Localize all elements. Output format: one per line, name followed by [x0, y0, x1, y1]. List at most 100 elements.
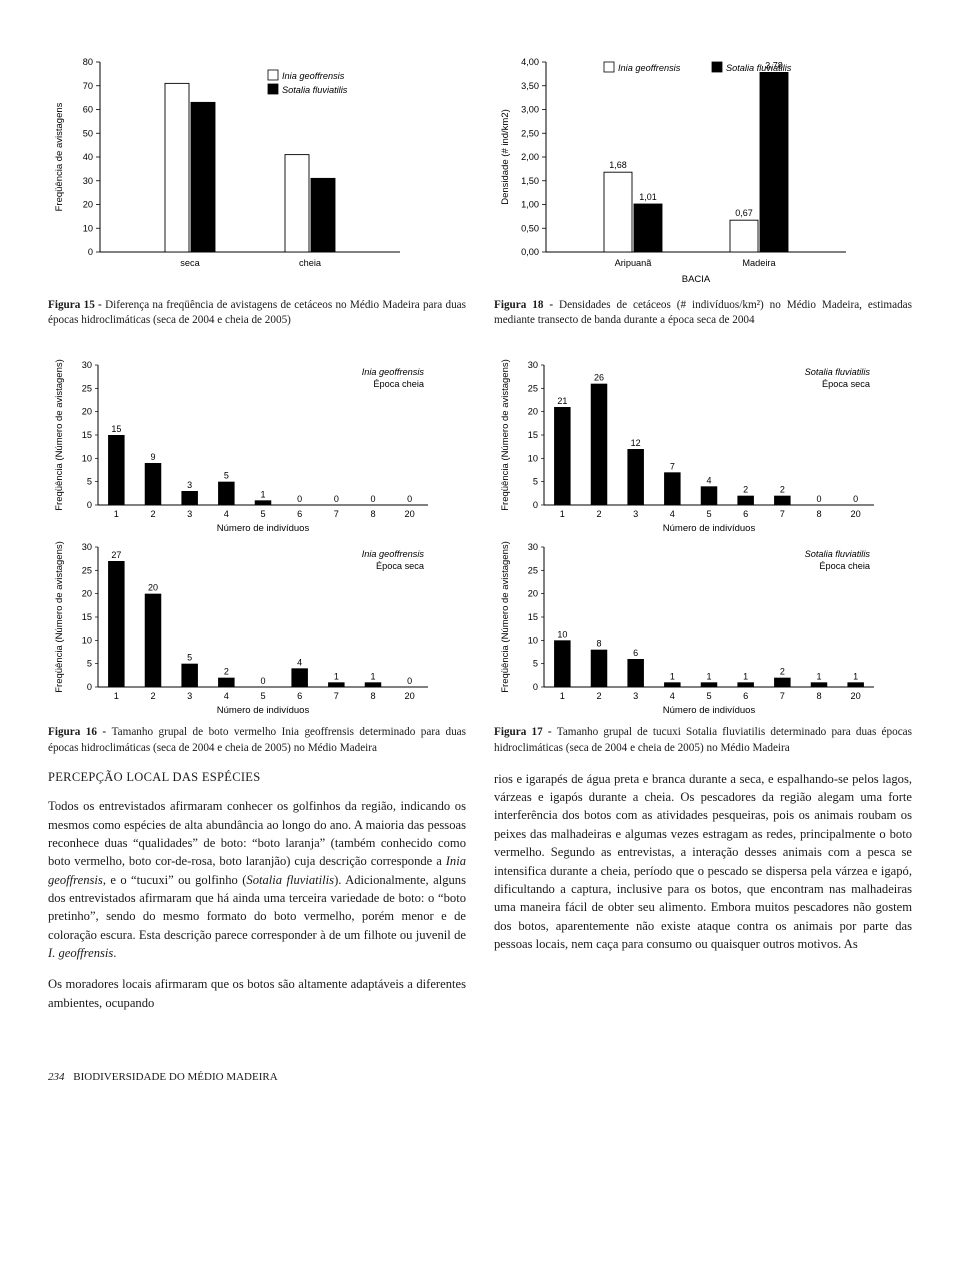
svg-text:3,00: 3,00 [521, 105, 539, 115]
svg-text:2: 2 [743, 485, 748, 495]
svg-text:2: 2 [596, 509, 601, 519]
svg-text:30: 30 [82, 542, 92, 552]
svg-text:5: 5 [87, 659, 92, 669]
svg-text:20: 20 [83, 200, 93, 210]
svg-text:3,50: 3,50 [521, 81, 539, 91]
svg-text:0: 0 [260, 676, 265, 686]
svg-text:Freqüência (Número de avistage: Freqüência (Número de avistagens) [54, 360, 65, 512]
svg-text:Inia geoffrensis: Inia geoffrensis [362, 367, 425, 377]
svg-text:30: 30 [82, 360, 92, 370]
svg-text:6: 6 [297, 691, 302, 701]
figure-15: 01020304050607080Freqüência de avistagen… [48, 48, 466, 339]
svg-text:26: 26 [594, 373, 604, 383]
svg-text:15: 15 [528, 430, 538, 440]
svg-text:8: 8 [816, 509, 821, 519]
svg-text:27: 27 [111, 550, 121, 560]
svg-text:10: 10 [82, 454, 92, 464]
svg-text:2: 2 [224, 667, 229, 677]
figure-16: 051015202530Freqüência (Número de avista… [48, 357, 466, 755]
svg-text:20: 20 [528, 407, 538, 417]
svg-text:30: 30 [528, 360, 538, 370]
svg-text:1: 1 [370, 672, 375, 682]
running-title: BIODIVERSIDADE DO MÉDIO MADEIRA [73, 1071, 277, 1083]
svg-text:3: 3 [187, 509, 192, 519]
svg-text:10: 10 [528, 636, 538, 646]
svg-text:5: 5 [260, 691, 265, 701]
svg-text:10: 10 [83, 223, 93, 233]
svg-text:1: 1 [853, 672, 858, 682]
svg-text:2: 2 [150, 509, 155, 519]
svg-text:Inia geoffrensis: Inia geoffrensis [618, 63, 681, 73]
svg-text:8: 8 [816, 691, 821, 701]
svg-text:0: 0 [87, 500, 92, 510]
svg-text:0: 0 [334, 494, 339, 504]
svg-text:7: 7 [670, 462, 675, 472]
svg-text:4: 4 [224, 691, 229, 701]
svg-text:Freqüência (Número de avistage: Freqüência (Número de avistagens) [500, 360, 511, 512]
svg-text:1: 1 [114, 691, 119, 701]
svg-text:8: 8 [370, 509, 375, 519]
body-paragraph: rios e igarapés de água preta e branca d… [494, 770, 912, 954]
svg-text:0: 0 [407, 676, 412, 686]
svg-text:7: 7 [780, 509, 785, 519]
svg-text:5: 5 [706, 691, 711, 701]
svg-text:Sotalia fluviatilis: Sotalia fluviatilis [726, 63, 792, 73]
svg-text:21: 21 [557, 396, 567, 406]
svg-text:Freqüência (Número de avistage: Freqüência (Número de avistagens) [54, 542, 65, 694]
svg-text:1,00: 1,00 [521, 200, 539, 210]
page-number: 234 [48, 1071, 65, 1083]
svg-text:0,00: 0,00 [521, 247, 539, 257]
svg-text:6: 6 [743, 509, 748, 519]
svg-text:Época seca: Época seca [376, 561, 425, 571]
svg-text:5: 5 [260, 509, 265, 519]
body-paragraph: Todos os entrevistados afirmaram conhece… [48, 797, 466, 962]
svg-text:20: 20 [82, 589, 92, 599]
svg-text:7: 7 [334, 509, 339, 519]
svg-text:Número de indivíduos: Número de indivíduos [217, 705, 310, 716]
svg-text:4,00: 4,00 [521, 57, 539, 67]
svg-text:10: 10 [528, 454, 538, 464]
svg-text:Inia geoffrensis: Inia geoffrensis [282, 71, 345, 81]
svg-text:0: 0 [533, 682, 538, 692]
figure-18-caption: Figura 18 - Densidades de cetáceos (# in… [494, 298, 912, 328]
page-footer: 234 BIODIVERSIDADE DO MÉDIO MADEIRA [48, 1071, 912, 1083]
svg-text:BACIA: BACIA [682, 274, 711, 285]
svg-text:Sotalia fluviatilis: Sotalia fluviatilis [282, 85, 348, 95]
right-column: 051015202530Freqüência (Número de avista… [494, 357, 912, 1024]
svg-text:2: 2 [150, 691, 155, 701]
svg-text:3: 3 [187, 691, 192, 701]
svg-text:Época cheia: Época cheia [819, 561, 870, 571]
svg-text:3: 3 [187, 480, 192, 490]
svg-text:0,67: 0,67 [735, 208, 753, 218]
svg-text:2,00: 2,00 [521, 152, 539, 162]
svg-text:6: 6 [297, 509, 302, 519]
svg-text:Aripuanã: Aripuanã [615, 258, 653, 268]
figure-17: 051015202530Freqüência (Número de avista… [494, 357, 912, 755]
svg-text:20: 20 [405, 691, 415, 701]
svg-text:7: 7 [334, 691, 339, 701]
svg-text:2: 2 [780, 667, 785, 677]
svg-text:Inia geoffrensis: Inia geoffrensis [362, 549, 425, 559]
svg-text:7: 7 [780, 691, 785, 701]
svg-text:10: 10 [82, 636, 92, 646]
svg-text:0: 0 [87, 682, 92, 692]
svg-text:1: 1 [114, 509, 119, 519]
svg-text:cheia: cheia [299, 258, 322, 268]
svg-text:20: 20 [82, 407, 92, 417]
svg-text:6: 6 [743, 691, 748, 701]
svg-text:Sotalia fluviatilis: Sotalia fluviatilis [805, 367, 871, 377]
svg-text:Número de indivíduos: Número de indivíduos [663, 705, 756, 716]
svg-text:15: 15 [82, 612, 92, 622]
svg-text:4: 4 [706, 476, 711, 486]
svg-text:1: 1 [670, 672, 675, 682]
svg-text:5: 5 [533, 659, 538, 669]
svg-text:20: 20 [851, 691, 861, 701]
figure-17-caption: Figura 17 - Tamanho grupal de tucuxi Sot… [494, 725, 912, 755]
svg-text:80: 80 [83, 57, 93, 67]
svg-text:12: 12 [631, 438, 641, 448]
figure-18: 0,000,501,001,502,002,503,003,504,00Dens… [494, 48, 912, 339]
svg-text:15: 15 [82, 430, 92, 440]
svg-text:Época seca: Época seca [822, 379, 871, 389]
svg-text:0: 0 [816, 494, 821, 504]
svg-text:Época cheia: Época cheia [373, 379, 424, 389]
